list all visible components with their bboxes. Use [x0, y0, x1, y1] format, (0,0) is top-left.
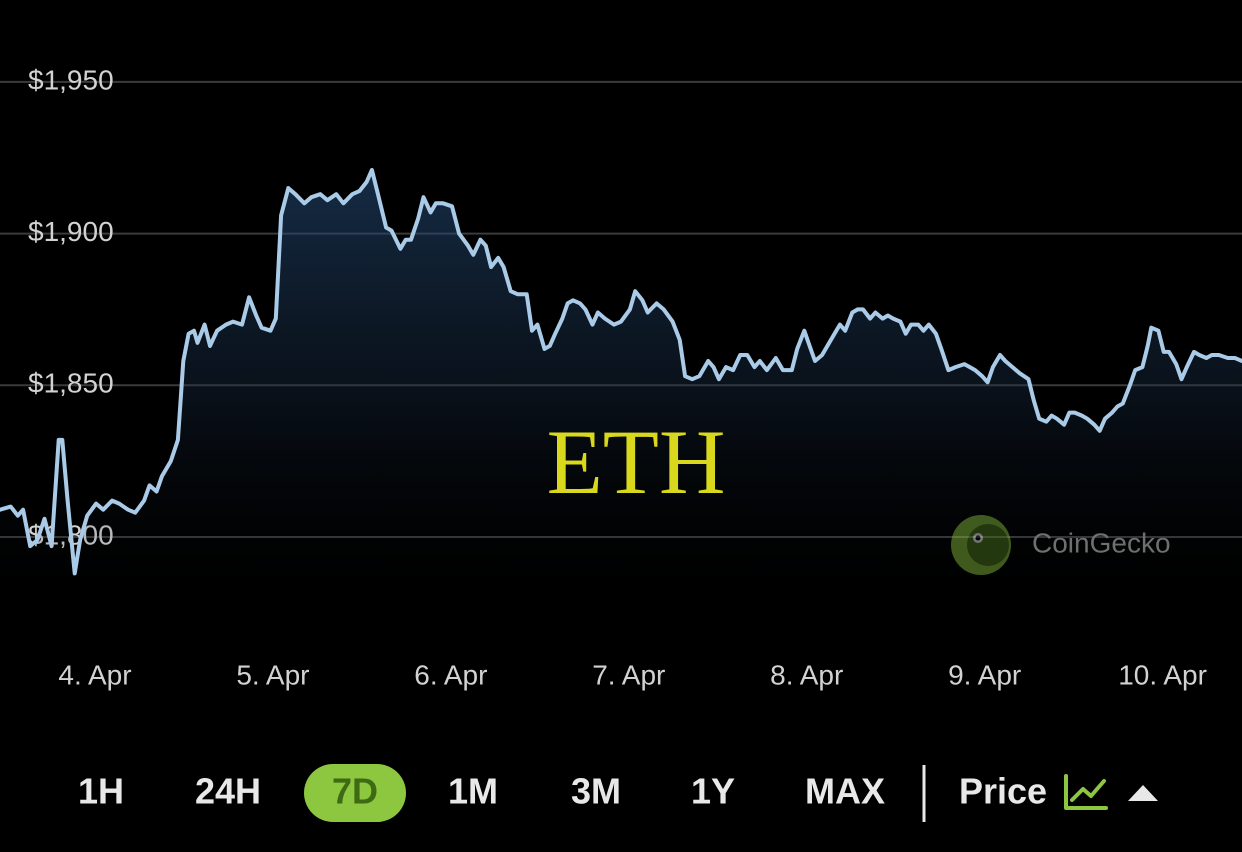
range-button[interactable]: 24H: [195, 771, 261, 812]
area-fill: [0, 169, 1242, 628]
logo-eye: [973, 533, 983, 543]
controls: 1H 24H 7D 1M 3M 1Y MAX Price: [78, 764, 1047, 822]
logo-face: [967, 524, 1009, 566]
plot: [0, 167, 1242, 628]
x-tick-label: 6. Apr: [414, 659, 487, 690]
x-tick-label: 4. Apr: [58, 659, 131, 690]
metric-button[interactable]: Price: [959, 771, 1047, 812]
range-button[interactable]: 1Y: [691, 771, 735, 812]
chart-type-icon[interactable]: [1064, 774, 1108, 810]
x-tick-label: 5. Apr: [236, 659, 309, 690]
watermark-logo: [951, 515, 1011, 575]
range-button[interactable]: 1M: [448, 771, 498, 812]
x-tick-label: 9. Apr: [948, 659, 1021, 690]
x-tick-label: 8. Apr: [770, 659, 843, 690]
y-tick-label: $1,950: [28, 64, 114, 95]
range-button[interactable]: 1H: [78, 771, 124, 812]
x-tick-label: 7. Apr: [592, 659, 665, 690]
icon-line: [1070, 779, 1106, 802]
price-line: [0, 167, 1242, 576]
range-button[interactable]: MAX: [805, 771, 885, 812]
range-button[interactable]: 7D: [332, 771, 378, 812]
range-selected-pill: [304, 764, 406, 822]
watermark: CoinGecko: [1032, 527, 1171, 558]
logo-circle: [951, 515, 1011, 575]
x-tick-label: 10. Apr: [1118, 659, 1207, 690]
logo-pupil: [975, 535, 981, 541]
icon-axes: [1064, 774, 1108, 810]
y-tick-label: $1,900: [28, 216, 114, 247]
y-tick-label: $1,850: [28, 368, 114, 399]
overlay-label: ETH: [547, 411, 726, 513]
collapse-toggle[interactable]: [1128, 785, 1158, 801]
range-button[interactable]: 3M: [571, 771, 621, 812]
